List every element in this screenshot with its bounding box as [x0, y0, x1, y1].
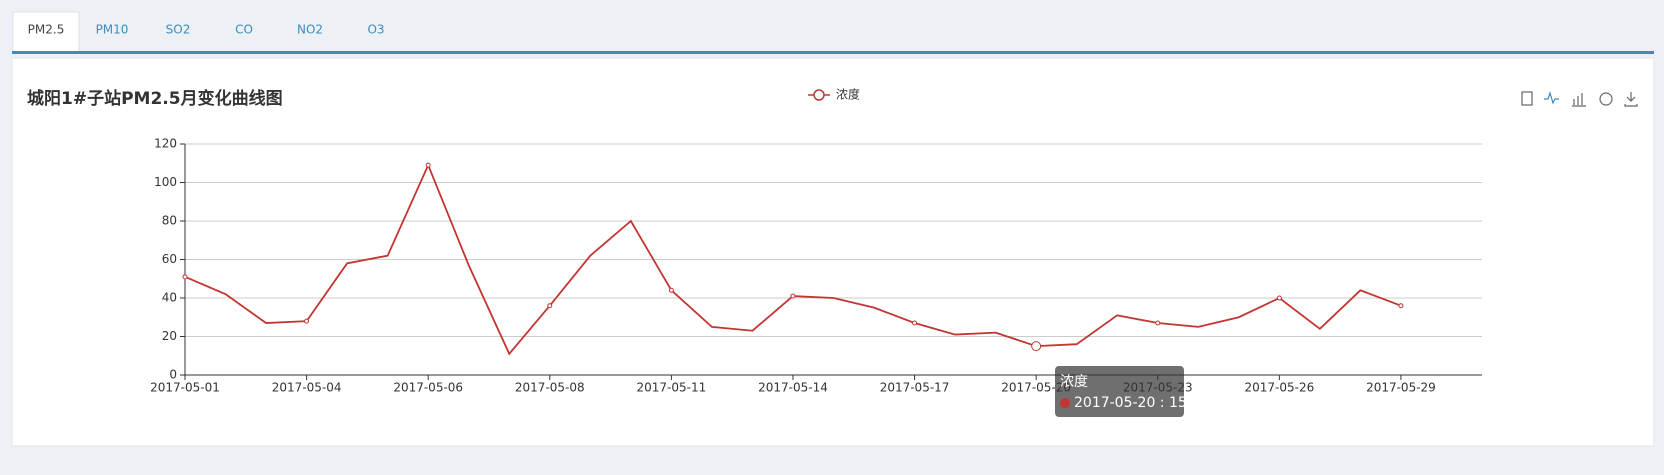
x-tick-label: 2017-05-06 — [393, 381, 463, 395]
y-tick-label: 40 — [162, 291, 177, 305]
chart-title: 城阳1#子站PM2.5月变化曲线图 — [27, 88, 283, 109]
tooltip-dot — [1060, 398, 1070, 408]
y-tick-label: 120 — [154, 137, 177, 151]
tooltip — [1055, 366, 1184, 417]
plot: 浓度 0 20 40 60 80 100 120 2017-05-01 2017-05-04 201… — [150, 87, 1482, 417]
point — [1276, 295, 1282, 301]
point — [1398, 303, 1404, 309]
tab[interactable]: CO — [235, 23, 253, 37]
x-tick-label: 2017-05-17 — [880, 381, 950, 395]
point — [1155, 320, 1161, 326]
point — [547, 303, 553, 309]
panel — [11, 57, 1655, 447]
point — [182, 274, 188, 280]
line-icon[interactable] — [1544, 91, 1559, 105]
active-tab — [12, 11, 80, 51]
save-icon[interactable] — [1624, 92, 1638, 107]
point — [790, 293, 796, 299]
x-tick-label: 2017-05-29 — [1366, 381, 1436, 395]
tab[interactable]: SO2 — [166, 23, 191, 37]
tab[interactable]: PM10 — [96, 23, 129, 37]
tab[interactable]: O3 — [367, 23, 384, 37]
x-tick-label: 2017-05-14 — [758, 381, 828, 395]
point — [912, 320, 918, 326]
y-tick-label: 80 — [162, 214, 177, 228]
tooltip-text: 2017-05-20 : 15 — [1074, 395, 1187, 411]
point — [304, 318, 310, 324]
legend-marker — [813, 89, 825, 101]
tooltip-title: 浓度 — [1060, 374, 1088, 390]
x-tick-label: 2017-05-26 — [1244, 381, 1314, 395]
point — [668, 287, 674, 293]
point — [425, 162, 431, 168]
point — [1031, 341, 1042, 352]
tab[interactable]: NO2 — [297, 23, 323, 37]
data-view-icon[interactable] — [1521, 91, 1533, 106]
restore-icon[interactable] — [1599, 92, 1613, 106]
legend-label: 浓度 — [836, 87, 860, 102]
x-tick-label: 2017-05-20 — [1001, 381, 1071, 395]
tab[interactable]: PM2.5 — [28, 23, 65, 37]
bar-icon[interactable] — [1572, 93, 1586, 107]
x-tick-label: 2017-05-08 — [515, 381, 585, 395]
y-tick-label: 60 — [162, 252, 177, 266]
x-tick-label: 2017-05-11 — [637, 381, 707, 395]
tab-bar: PM2.5 PM10 SO2 CO NO2 O3 — [12, 11, 385, 51]
toolbar — [1521, 91, 1638, 107]
y-tick-label: 20 — [162, 329, 177, 343]
y-tick-label: 0 — [169, 368, 177, 382]
y-tick-label: 100 — [154, 175, 177, 189]
x-tick-label: 2017-05-04 — [272, 381, 342, 395]
x-tick-label: 2017-05-01 — [150, 381, 220, 395]
tab-underline — [12, 51, 1654, 54]
